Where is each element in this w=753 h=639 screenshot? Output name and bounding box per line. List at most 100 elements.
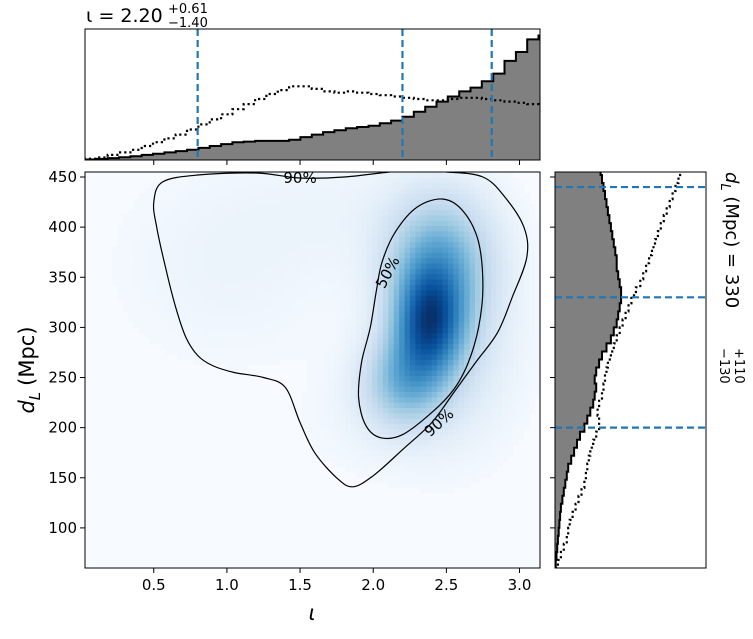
heatmap-cell [301,262,308,269]
heatmap-cell [447,268,454,275]
heatmap-cell [177,252,184,259]
heatmap-cell [485,386,492,392]
heatmap-cell [301,198,308,205]
heatmap-cell [355,337,362,344]
heatmap-cell [236,268,243,275]
heatmap-cell [317,262,324,269]
heatmap-cell [312,311,319,318]
heatmap-cell [198,241,205,248]
heatmap-cell [404,220,411,227]
heatmap-cell [323,225,330,232]
heatmap-cell [328,246,335,253]
heatmap-cell [491,370,498,376]
heatmap-cell [361,252,368,259]
heatmap-cell [496,407,503,414]
heatmap-cell [377,225,384,232]
heatmap-cell [339,220,346,227]
heatmap-cell [464,482,471,489]
heatmap-cell [296,204,303,211]
heatmap-cell [361,450,368,457]
heatmap-cell [355,257,362,264]
heatmap-cell [507,236,514,243]
heatmap-cell [447,252,454,259]
heatmap-cell [231,198,238,205]
heatmap-cell [312,241,319,248]
heatmap-cell [420,268,427,275]
heatmap-cell [215,289,222,296]
heatmap-cell [507,428,514,435]
heatmap-cell [485,364,492,371]
heatmap-cell [355,450,362,457]
heatmap-cell [350,295,357,302]
heatmap-cell [187,353,194,360]
heatmap-cell [502,295,509,302]
heatmap-cell [491,407,498,414]
heatmap-cell [534,236,540,243]
heatmap-cell [220,295,227,302]
heatmap-cell [307,289,314,296]
heatmap-cell [453,182,460,189]
heatmap-cell [312,380,319,387]
heatmap-cell [415,444,422,451]
heatmap-cell [447,193,454,200]
heatmap-cell [350,172,357,178]
heatmap-cell [252,332,259,339]
heatmap-cell [420,230,427,237]
heatmap-cell [339,455,346,462]
heatmap-cell [193,337,200,344]
heatmap-cell [518,188,525,194]
heatmap-cell [231,359,238,366]
heatmap-cell [128,225,135,232]
heatmap-cell [534,375,540,382]
heatmap-cell [420,214,427,221]
heatmap-cell [393,375,400,382]
heatmap-cell [247,332,254,339]
heatmap-cell [469,450,476,457]
heatmap-cell [502,455,509,462]
heatmap-cell [252,182,259,189]
heatmap-cell [399,370,406,376]
heatmap-cell [204,252,211,259]
heatmap-cell [144,193,151,200]
heatmap-cell [518,343,525,350]
heatmap-cell [512,268,519,275]
heatmap-cell [323,289,330,296]
heatmap-cell [431,444,438,451]
heatmap-cell [475,311,482,318]
heatmap-cell [382,177,389,184]
heatmap-cell [263,209,270,216]
heatmap-cell [502,321,509,328]
heatmap-cell [317,444,324,451]
heatmap-cell [133,262,140,269]
heatmap-cell [242,316,249,323]
heatmap-cell [426,316,433,323]
heatmap-cell [366,188,373,194]
heatmap-cell [502,370,509,376]
heatmap-cell [453,375,460,382]
heatmap-cell [496,289,503,296]
heatmap-cell [366,230,373,237]
heatmap-cell [399,455,406,462]
heatmap-cell [453,252,460,259]
heatmap-cell [480,418,487,425]
heatmap-cell [345,321,352,328]
heatmap-cell [177,273,184,280]
heatmap-cell [464,460,471,467]
heatmap-cell [420,316,427,323]
heatmap-cell [475,316,482,323]
heatmap-cell [496,348,503,355]
heatmap-cell [355,439,362,446]
heatmap-cell [372,423,379,430]
y-axis-label: dL(Mpc) [15,326,44,413]
heatmap-cell [317,407,324,414]
heatmap-cell [442,359,449,366]
heatmap-cell [502,418,509,425]
heatmap-cell [442,343,449,350]
heatmap-cell [334,236,341,243]
heatmap-cell [204,257,211,264]
heatmap-cell [377,268,384,275]
heatmap-cell [285,316,292,323]
heatmap-cell [388,230,395,237]
heatmap-cell [410,380,417,387]
heatmap-cell [307,198,314,205]
